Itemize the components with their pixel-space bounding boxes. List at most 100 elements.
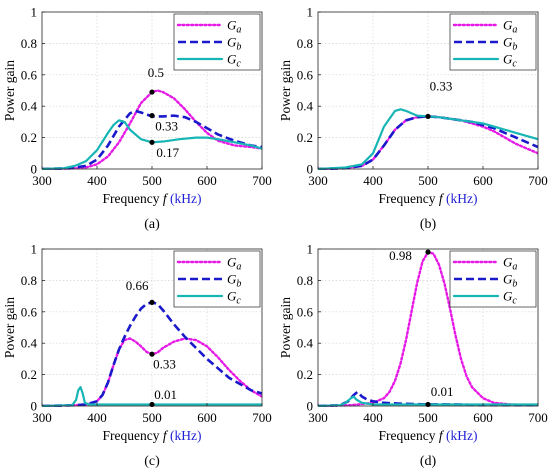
- series-line-Gc: [42, 119, 262, 170]
- y-tick-label: 1: [31, 5, 38, 20]
- legend-entry: Ga: [503, 255, 517, 273]
- chart-panel: 300 400 500 600 700 0 0.2 0.4 0.6 0.8 1 Power gain F…: [278, 242, 548, 470]
- x-tick-label: 600: [473, 410, 493, 425]
- y-tick-label: 0.8: [21, 273, 37, 288]
- x-tick-label: 700: [252, 173, 272, 188]
- data-marker: [425, 113, 431, 120]
- y-tick-label: 0.6: [21, 304, 38, 319]
- series-line-Gb: [318, 115, 538, 170]
- data-marker: [149, 401, 155, 408]
- x-tick-label: 500: [142, 410, 162, 425]
- x-axis-title: Frequency f (kHz): [103, 428, 202, 443]
- y-tick-label: 0.2: [21, 130, 37, 145]
- value-annotation: 0.33: [155, 119, 178, 134]
- series-line-Ga: [318, 250, 538, 407]
- x-tick-label: 400: [87, 173, 107, 188]
- panel-label: (a): [144, 217, 160, 232]
- x-tick-label: 300: [32, 173, 52, 188]
- x-tick-label: 500: [142, 173, 162, 188]
- panel-label: (c): [144, 454, 160, 469]
- x-tick-label: 300: [308, 410, 328, 425]
- chart-panel: 300 400 500 600 700 0 0.2 0.4 0.6 0.8 1 Power gain F…: [278, 5, 548, 233]
- x-axis-title: Frequency f (kHz): [103, 191, 202, 206]
- value-annotation: 0.01: [154, 387, 177, 402]
- y-tick-label: 0.6: [297, 67, 314, 82]
- y-tick-label: 1: [31, 242, 38, 257]
- y-tick-label: 0.4: [297, 99, 314, 114]
- data-marker: [149, 89, 155, 95]
- value-annotation: 0.5: [148, 65, 164, 80]
- x-tick-label: 700: [528, 410, 548, 425]
- data-marker: [149, 351, 155, 357]
- y-tick-label: 0.6: [297, 304, 314, 319]
- series-line-Gc: [318, 108, 538, 170]
- legend-entry: Gb: [503, 35, 517, 53]
- x-tick-label: 700: [252, 410, 272, 425]
- legend-entry: Gb: [227, 35, 241, 53]
- value-annotation: 0.33: [153, 356, 176, 371]
- y-tick-label: 0.2: [21, 367, 37, 382]
- x-tick-label: 600: [197, 173, 217, 188]
- y-tick-label: 0: [307, 399, 314, 414]
- legend-entry: Gc: [503, 289, 517, 307]
- panel-label: (b): [420, 217, 437, 232]
- y-tick-label: 0.2: [297, 130, 313, 145]
- y-tick-label: 0: [307, 162, 314, 177]
- y-tick-label: 0.6: [21, 67, 38, 82]
- legend-entry: Gb: [227, 272, 241, 290]
- y-axis-title: Power gain: [278, 297, 293, 358]
- y-tick-label: 0.4: [21, 336, 38, 351]
- x-axis-title: Frequency f (kHz): [379, 191, 478, 206]
- x-tick-label: 600: [473, 173, 493, 188]
- y-tick-label: 0.4: [297, 336, 314, 351]
- x-tick-label: 400: [87, 410, 107, 425]
- y-tick-label: 0.4: [21, 99, 38, 114]
- legend-entry: Ga: [227, 255, 241, 273]
- panel-label: (d): [420, 454, 437, 469]
- series-line-Ga: [42, 89, 262, 170]
- chart-panel: 300 400 500 600 700 0 0.2 0.4 0.6 0.8 1 Power gain F…: [2, 242, 272, 470]
- value-annotation: 0.98: [389, 248, 412, 263]
- x-tick-label: 400: [363, 410, 383, 425]
- series-line-Gc: [42, 386, 262, 407]
- x-tick-label: 600: [197, 410, 217, 425]
- y-tick-label: 0.8: [297, 273, 313, 288]
- y-tick-label: 1: [307, 5, 314, 20]
- legend-entry: Gc: [227, 52, 241, 70]
- y-tick-label: 0: [31, 399, 38, 414]
- y-tick-label: 1: [307, 242, 314, 257]
- legend-entry: Gc: [503, 52, 517, 70]
- y-tick-label: 0.8: [297, 36, 313, 51]
- y-tick-label: 0.8: [21, 36, 37, 51]
- series-line-Gc: [318, 395, 538, 407]
- chart-panel: 300 400 500 600 700 0 0.2 0.4 0.6 0.8 1 Power gain F…: [2, 5, 272, 233]
- legend-entry: Gb: [503, 272, 517, 290]
- y-tick-label: 0.2: [297, 367, 313, 382]
- series-line-Gb: [42, 301, 262, 407]
- y-axis-title: Power gain: [278, 60, 293, 121]
- value-annotation: 0.01: [431, 384, 454, 399]
- value-annotation: 0.66: [126, 278, 149, 293]
- y-axis-title: Power gain: [2, 60, 17, 121]
- value-annotation: 0.33: [430, 79, 453, 94]
- legend-entry: Ga: [227, 18, 241, 36]
- x-tick-label: 400: [363, 173, 383, 188]
- data-marker: [425, 401, 431, 408]
- legend-entry: Ga: [503, 18, 517, 36]
- data-marker: [149, 113, 155, 119]
- legend-entry: Gc: [227, 289, 241, 307]
- y-tick-label: 0: [31, 162, 38, 177]
- data-marker: [149, 299, 155, 305]
- data-marker: [425, 249, 431, 255]
- x-axis-title: Frequency f (kHz): [379, 428, 478, 443]
- data-marker: [149, 139, 155, 145]
- x-tick-label: 500: [418, 173, 438, 188]
- value-annotation: 0.17: [156, 145, 179, 160]
- y-axis-title: Power gain: [2, 297, 17, 358]
- x-tick-label: 700: [528, 173, 548, 188]
